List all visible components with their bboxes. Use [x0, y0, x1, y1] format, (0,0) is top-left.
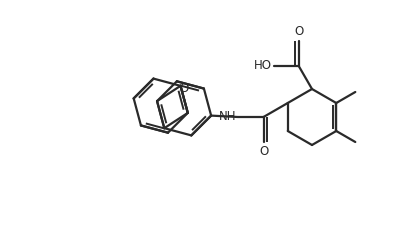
- Text: O: O: [180, 82, 189, 95]
- Text: HO: HO: [254, 59, 272, 72]
- Text: O: O: [294, 25, 303, 38]
- Text: NH: NH: [219, 110, 237, 122]
- Text: O: O: [259, 145, 268, 158]
